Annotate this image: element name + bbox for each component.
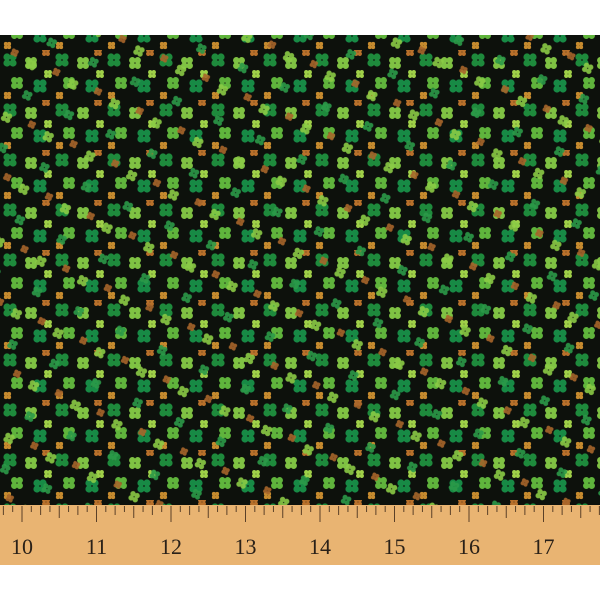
ruler-ticks [2, 506, 600, 522]
clover-print [0, 35, 600, 507]
ruler-number: 10 [11, 534, 33, 559]
ruler-numbers: 10 11 12 13 14 15 16 17 [11, 534, 555, 559]
ruler-number: 16 [458, 534, 480, 559]
ruler-number: 14 [309, 534, 331, 559]
ruler-number: 15 [384, 534, 406, 559]
ruler-number: 12 [160, 534, 182, 559]
ruler-number: 11 [86, 534, 107, 559]
ruler-number: 17 [533, 534, 555, 559]
ruler-number: 13 [235, 534, 257, 559]
ruler [0, 505, 600, 565]
